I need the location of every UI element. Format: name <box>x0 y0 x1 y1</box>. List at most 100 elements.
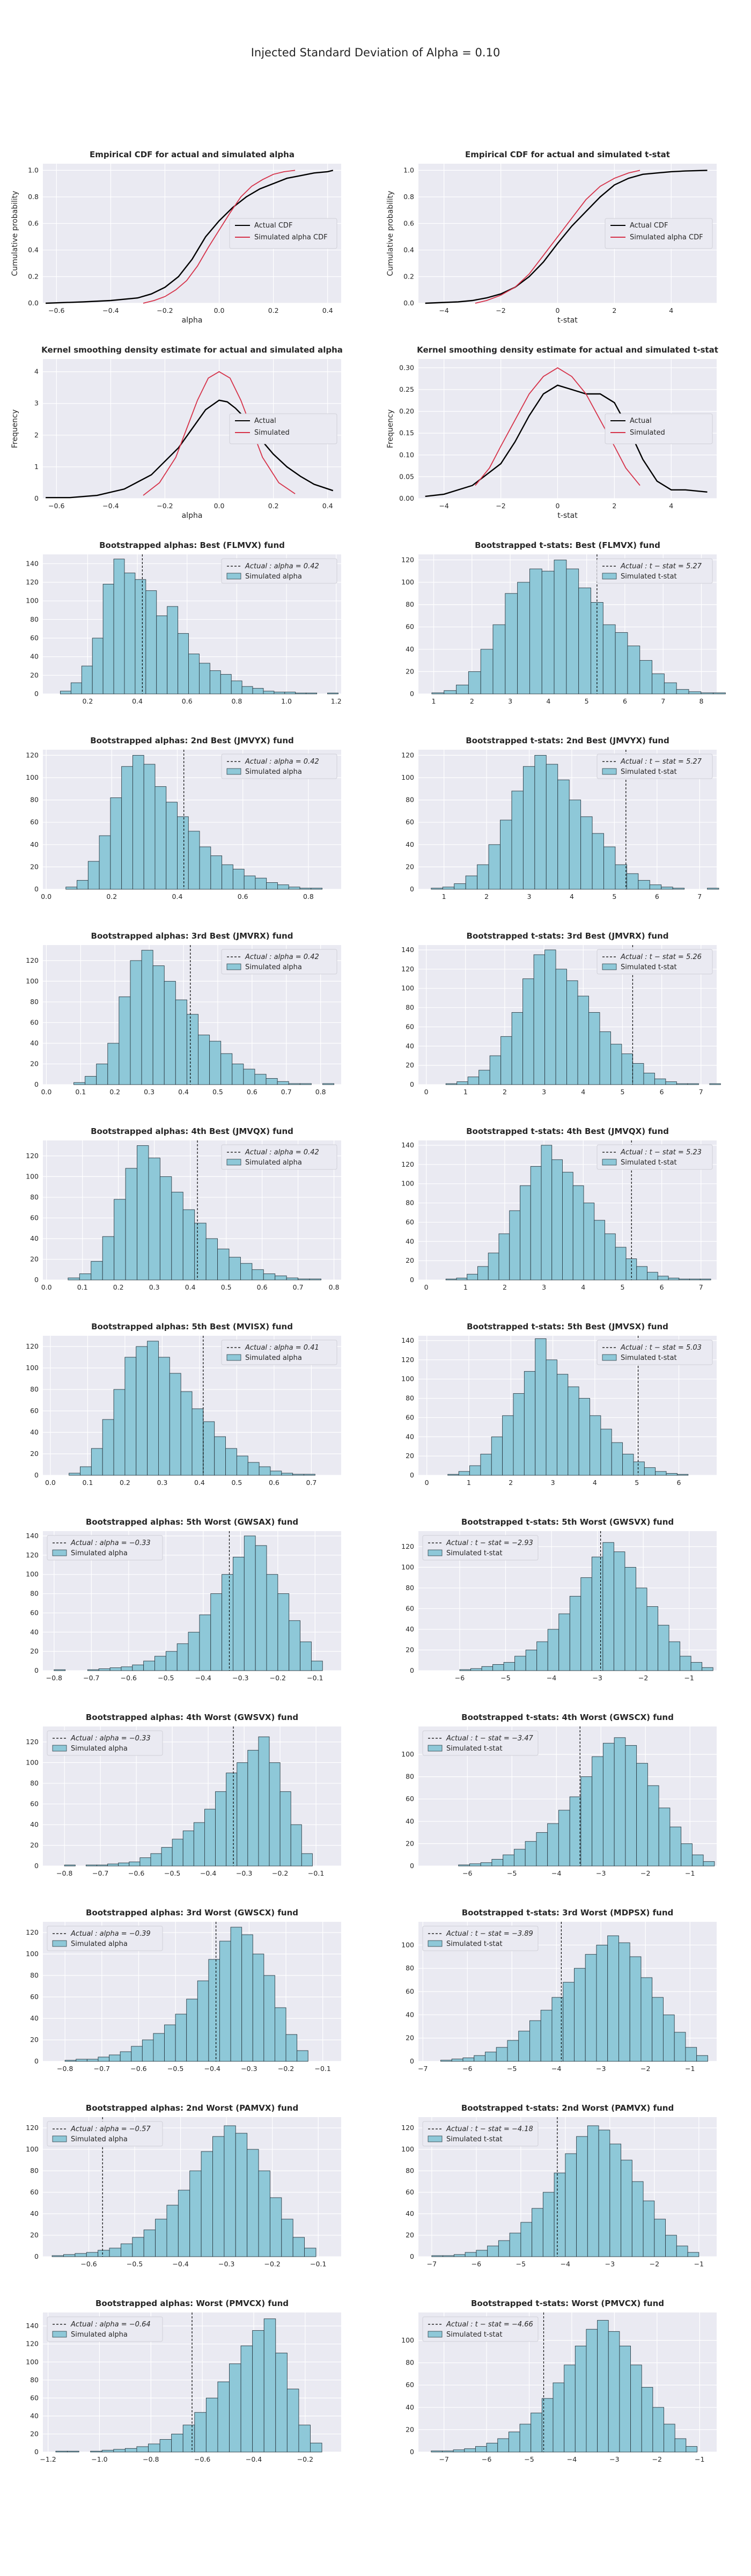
histogram-bar <box>541 570 555 694</box>
histogram-bar <box>124 2448 137 2453</box>
x-tick-label: 0.6 <box>238 892 248 901</box>
histogram-bar <box>182 1831 194 1867</box>
histogram-bar <box>492 624 506 694</box>
x-tick-label: −4 <box>561 2260 570 2268</box>
histogram-bar <box>508 2432 520 2453</box>
y-tick-label: 60 <box>406 1022 414 1030</box>
x-tick-label: 0.0 <box>41 1088 51 1096</box>
histogram-bar <box>109 1667 122 1671</box>
x-tick-label: 1 <box>463 1088 468 1096</box>
x-axis-label: t-stat <box>557 511 578 520</box>
y-tick-label: 120 <box>26 956 39 964</box>
histogram-bar <box>529 2020 541 2062</box>
chart-title: Bootstrapped t-stats: Worst (PMVCX) fund <box>471 2299 664 2308</box>
legend-label: Actual : alpha = 0.42 <box>245 1148 319 1157</box>
y-tick-label: 0.25 <box>399 385 414 393</box>
y-tick-label: 60 <box>30 1213 39 1221</box>
x-axis-label: t-stat <box>557 316 578 325</box>
histogram-bar <box>142 2039 154 2062</box>
legend-label: Actual : t − stat = −4.66 <box>446 2321 533 2329</box>
histogram-bar <box>647 1785 659 1867</box>
y-tick-label: 40 <box>30 1428 39 1436</box>
histogram-bar <box>277 884 289 890</box>
legend-label: Actual : alpha = 0.42 <box>245 562 319 570</box>
x-tick-label: 8 <box>700 697 704 705</box>
histogram-bar <box>64 2060 77 2062</box>
histogram-bar <box>498 1233 510 1280</box>
histogram-bar <box>120 2051 132 2062</box>
chart-title: Bootstrapped t-stats: 2nd Worst (PAMVX) … <box>461 2103 674 2113</box>
histogram-bar <box>600 1429 612 1476</box>
y-tick-label: 100 <box>26 1570 39 1578</box>
y-tick-label: 100 <box>26 2145 39 2153</box>
legend-swatch <box>602 573 617 580</box>
histogram-bar <box>488 844 500 890</box>
histogram-bar <box>580 1577 592 1671</box>
chart-title: Bootstrapped alphas: 4th Best (JMVQX) fu… <box>91 1126 293 1136</box>
histogram-bar <box>79 1273 92 1280</box>
x-tick-label: −0.6 <box>48 306 64 314</box>
x-tick-label: −0.4 <box>200 1869 216 1877</box>
histogram-bar <box>154 786 167 890</box>
y-tick-label: 0 <box>410 2448 414 2456</box>
histogram-bar <box>547 1629 559 1671</box>
histogram-bar <box>480 649 494 694</box>
y-tick-label: 100 <box>401 1941 414 1949</box>
y-tick-label: 100 <box>401 1180 414 1188</box>
series-line <box>143 170 296 304</box>
x-tick-label: 0.0 <box>41 1283 52 1291</box>
histogram-bar <box>469 1465 481 1476</box>
legend-label: Simulated alpha <box>245 1159 302 1167</box>
histogram-bar <box>289 1620 301 1671</box>
histogram-bar <box>666 1473 678 1476</box>
legend-swatch <box>428 2135 443 2142</box>
y-tick-label: 120 <box>26 2340 39 2348</box>
y-tick-label: 20 <box>406 2034 414 2042</box>
chart-svg: 0 20 40 60 80 100 120 140 0 1 2 3 4 5 6 7 Bootstrapped t… <box>401 931 721 1096</box>
histogram-bar <box>124 573 136 694</box>
legend-box <box>597 558 713 584</box>
histogram-bar <box>500 1036 512 1085</box>
histogram-bar <box>609 2143 622 2257</box>
histogram-bar <box>643 1073 655 1085</box>
histogram-bar <box>277 1081 289 1085</box>
y-tick-label: 80 <box>30 1385 39 1393</box>
y-tick-label: 100 <box>401 578 414 586</box>
x-tick-label: −1 <box>695 2455 704 2463</box>
histogram-bar <box>311 1660 323 1671</box>
histogram-bar <box>285 2034 298 2062</box>
histogram-bar <box>467 1274 478 1280</box>
histogram-bar <box>613 1552 625 1671</box>
y-tick-label: 120 <box>401 1542 414 1550</box>
y-tick-label: 120 <box>26 578 39 586</box>
histogram-bar <box>607 1935 619 2062</box>
x-tick-label: −0.7 <box>92 1869 108 1877</box>
y-tick-label: 80 <box>30 796 39 804</box>
histogram-bar <box>177 816 189 890</box>
histogram-bar <box>107 1043 120 1085</box>
x-tick-label: 1 <box>467 1479 471 1487</box>
x-tick-label: −2 <box>640 1869 650 1877</box>
y-tick-label: 40 <box>30 1234 39 1242</box>
histogram-bar <box>194 2412 207 2453</box>
histogram-bar <box>171 2434 183 2453</box>
histogram-bar <box>269 1762 281 1867</box>
y-tick-label: 80 <box>406 1394 414 1402</box>
y-tick-label: 140 <box>26 1532 39 1540</box>
histogram-bar <box>92 638 104 694</box>
histogram-bar <box>263 2318 276 2453</box>
x-tick-label: 0 <box>425 1479 429 1487</box>
histogram-bar <box>198 663 210 694</box>
y-tick-label: 80 <box>30 1971 39 1979</box>
chart-svg: 0 20 40 60 80 100 120 140 −0.8 −0.7 −0.6 −0.5 −0.4 −0… <box>26 1517 341 1682</box>
y-tick-label: 0.8 <box>28 193 39 201</box>
histogram-bar <box>587 2125 599 2257</box>
y-tick-label: 120 <box>401 2124 414 2132</box>
histogram-bar <box>572 1185 584 1280</box>
y-tick-label: 100 <box>26 597 39 605</box>
histogram-bar <box>125 1168 137 1280</box>
legend-swatch <box>52 1549 67 1556</box>
histogram-bar <box>186 1014 198 1085</box>
histogram-bar <box>240 1263 253 1280</box>
y-tick-label: 0.05 <box>399 472 414 480</box>
